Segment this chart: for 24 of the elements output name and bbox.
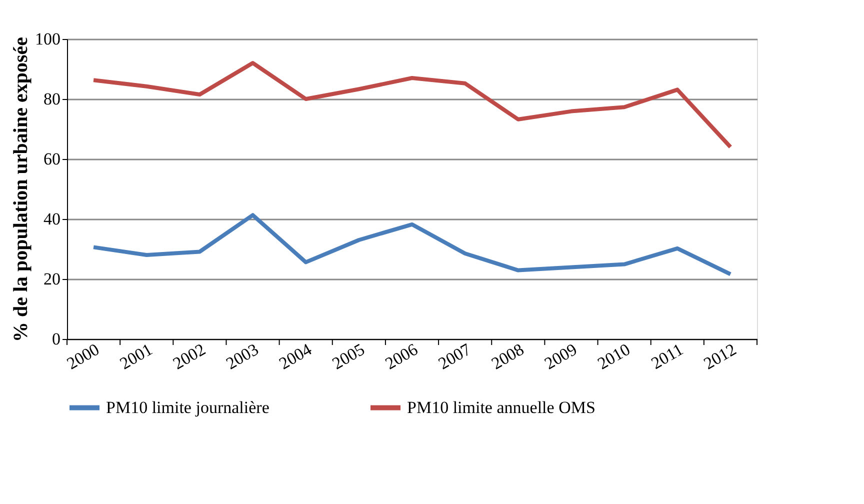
x-tick-label: 2003: [222, 340, 262, 374]
y-axis-title: % de la population urbaine exposée: [10, 36, 32, 342]
y-tick-label: 100: [35, 30, 60, 48]
legend-label: PM10 limite journalière: [106, 398, 270, 417]
x-tick-label: 2011: [648, 340, 686, 373]
x-tick-label: 2005: [328, 340, 368, 374]
y-tick-label: 80: [44, 90, 60, 108]
x-tick-label: 2001: [116, 340, 156, 374]
x-tick-label: 2006: [382, 340, 421, 374]
x-tick-label: 2004: [276, 340, 316, 374]
line-series: [92, 61, 732, 149]
y-tick-label: 60: [44, 150, 60, 168]
x-tick-label: 2007: [435, 340, 475, 374]
x-tick-label: 2009: [541, 340, 580, 374]
line-series: [92, 213, 732, 276]
x-tick-label: 2010: [594, 340, 634, 374]
x-tick-label: 2008: [488, 340, 528, 374]
legend-label: PM10 limite annuelle OMS: [407, 398, 596, 417]
y-tick-label: 0: [52, 330, 60, 348]
x-tick-label: 2002: [170, 340, 209, 374]
x-tick-label: 2012: [700, 340, 740, 374]
x-tick-label: 2000: [64, 340, 103, 374]
y-tick-label: 40: [44, 210, 60, 228]
y-tick-label: 20: [44, 270, 60, 288]
